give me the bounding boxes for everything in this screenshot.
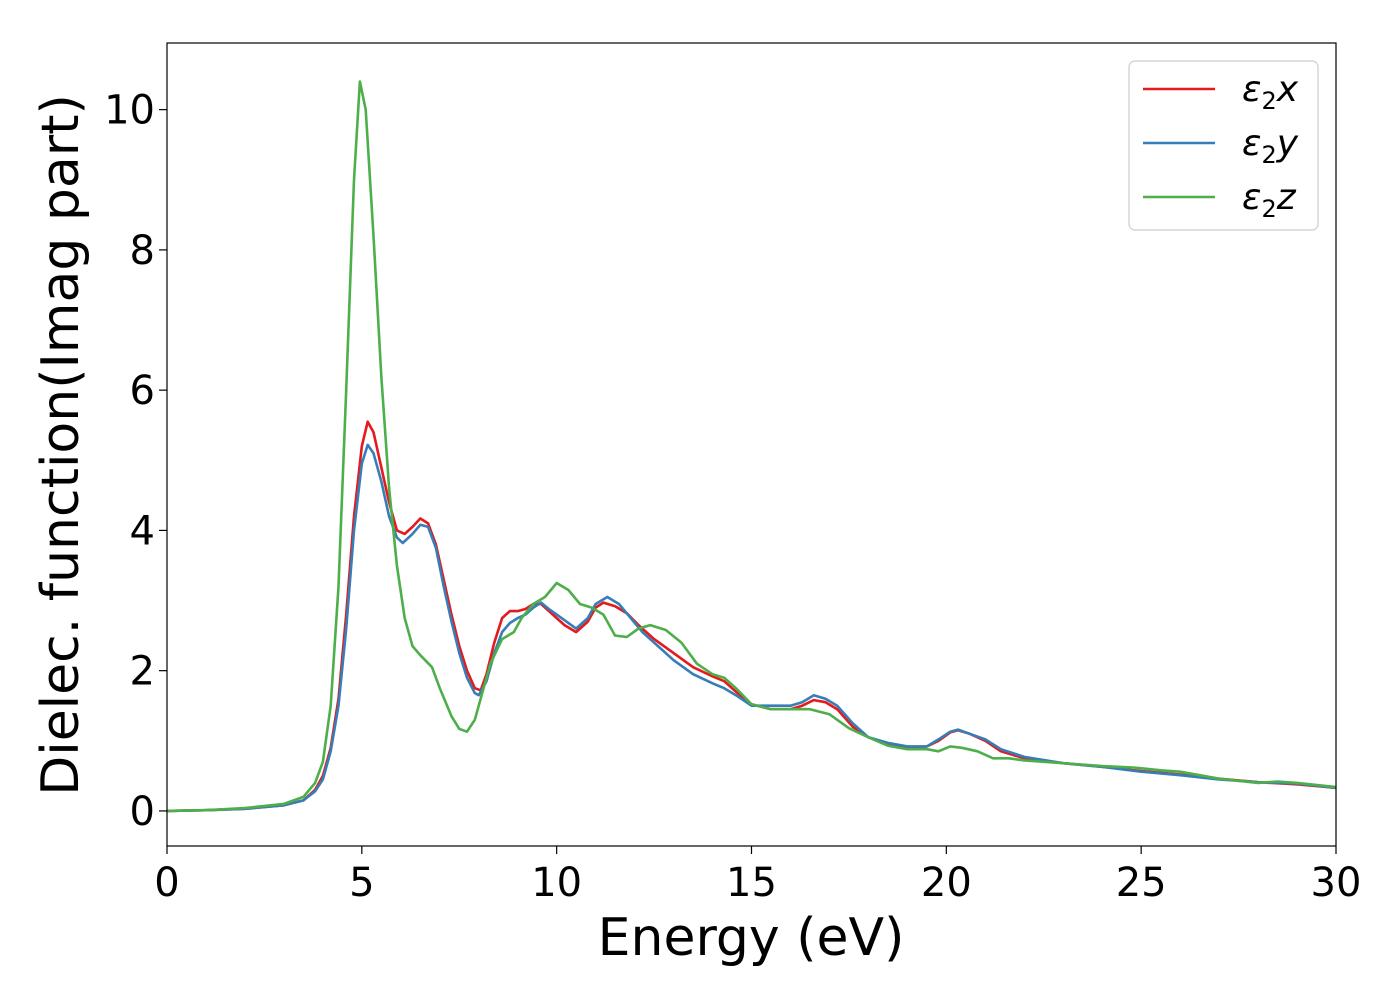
x-axis: 0 5 10 15 20 25 30	[154, 846, 1361, 906]
series-line-z	[166, 80, 1337, 813]
y-axis-title: Dielec. function(Imag part)	[31, 94, 91, 796]
y-tick-label: 0	[130, 789, 155, 835]
x-tick-label: 15	[726, 860, 777, 906]
y-tick-label: 4	[130, 508, 155, 554]
x-tick-label: 25	[1116, 860, 1167, 906]
y-axis: 0 2 4 6 8 10	[104, 88, 167, 835]
x-tick-label: 10	[531, 860, 582, 906]
x-tick-label: 5	[349, 860, 374, 906]
series-layer	[166, 80, 1337, 813]
legend-label-x: ε2x	[1242, 69, 1299, 115]
x-tick-label: 30	[1311, 860, 1362, 906]
x-axis-title: Energy (eV)	[598, 908, 905, 968]
y-tick-label: 8	[130, 228, 155, 274]
series-line-y	[166, 443, 1337, 813]
y-tick-label: 10	[104, 88, 155, 134]
plot-frame	[166, 42, 1337, 847]
y-tick-label: 6	[130, 368, 155, 414]
x-tick-label: 0	[154, 860, 179, 906]
y-tick-label: 2	[130, 649, 155, 695]
legend-box	[1128, 60, 1319, 231]
x-tick-label: 20	[921, 860, 972, 906]
